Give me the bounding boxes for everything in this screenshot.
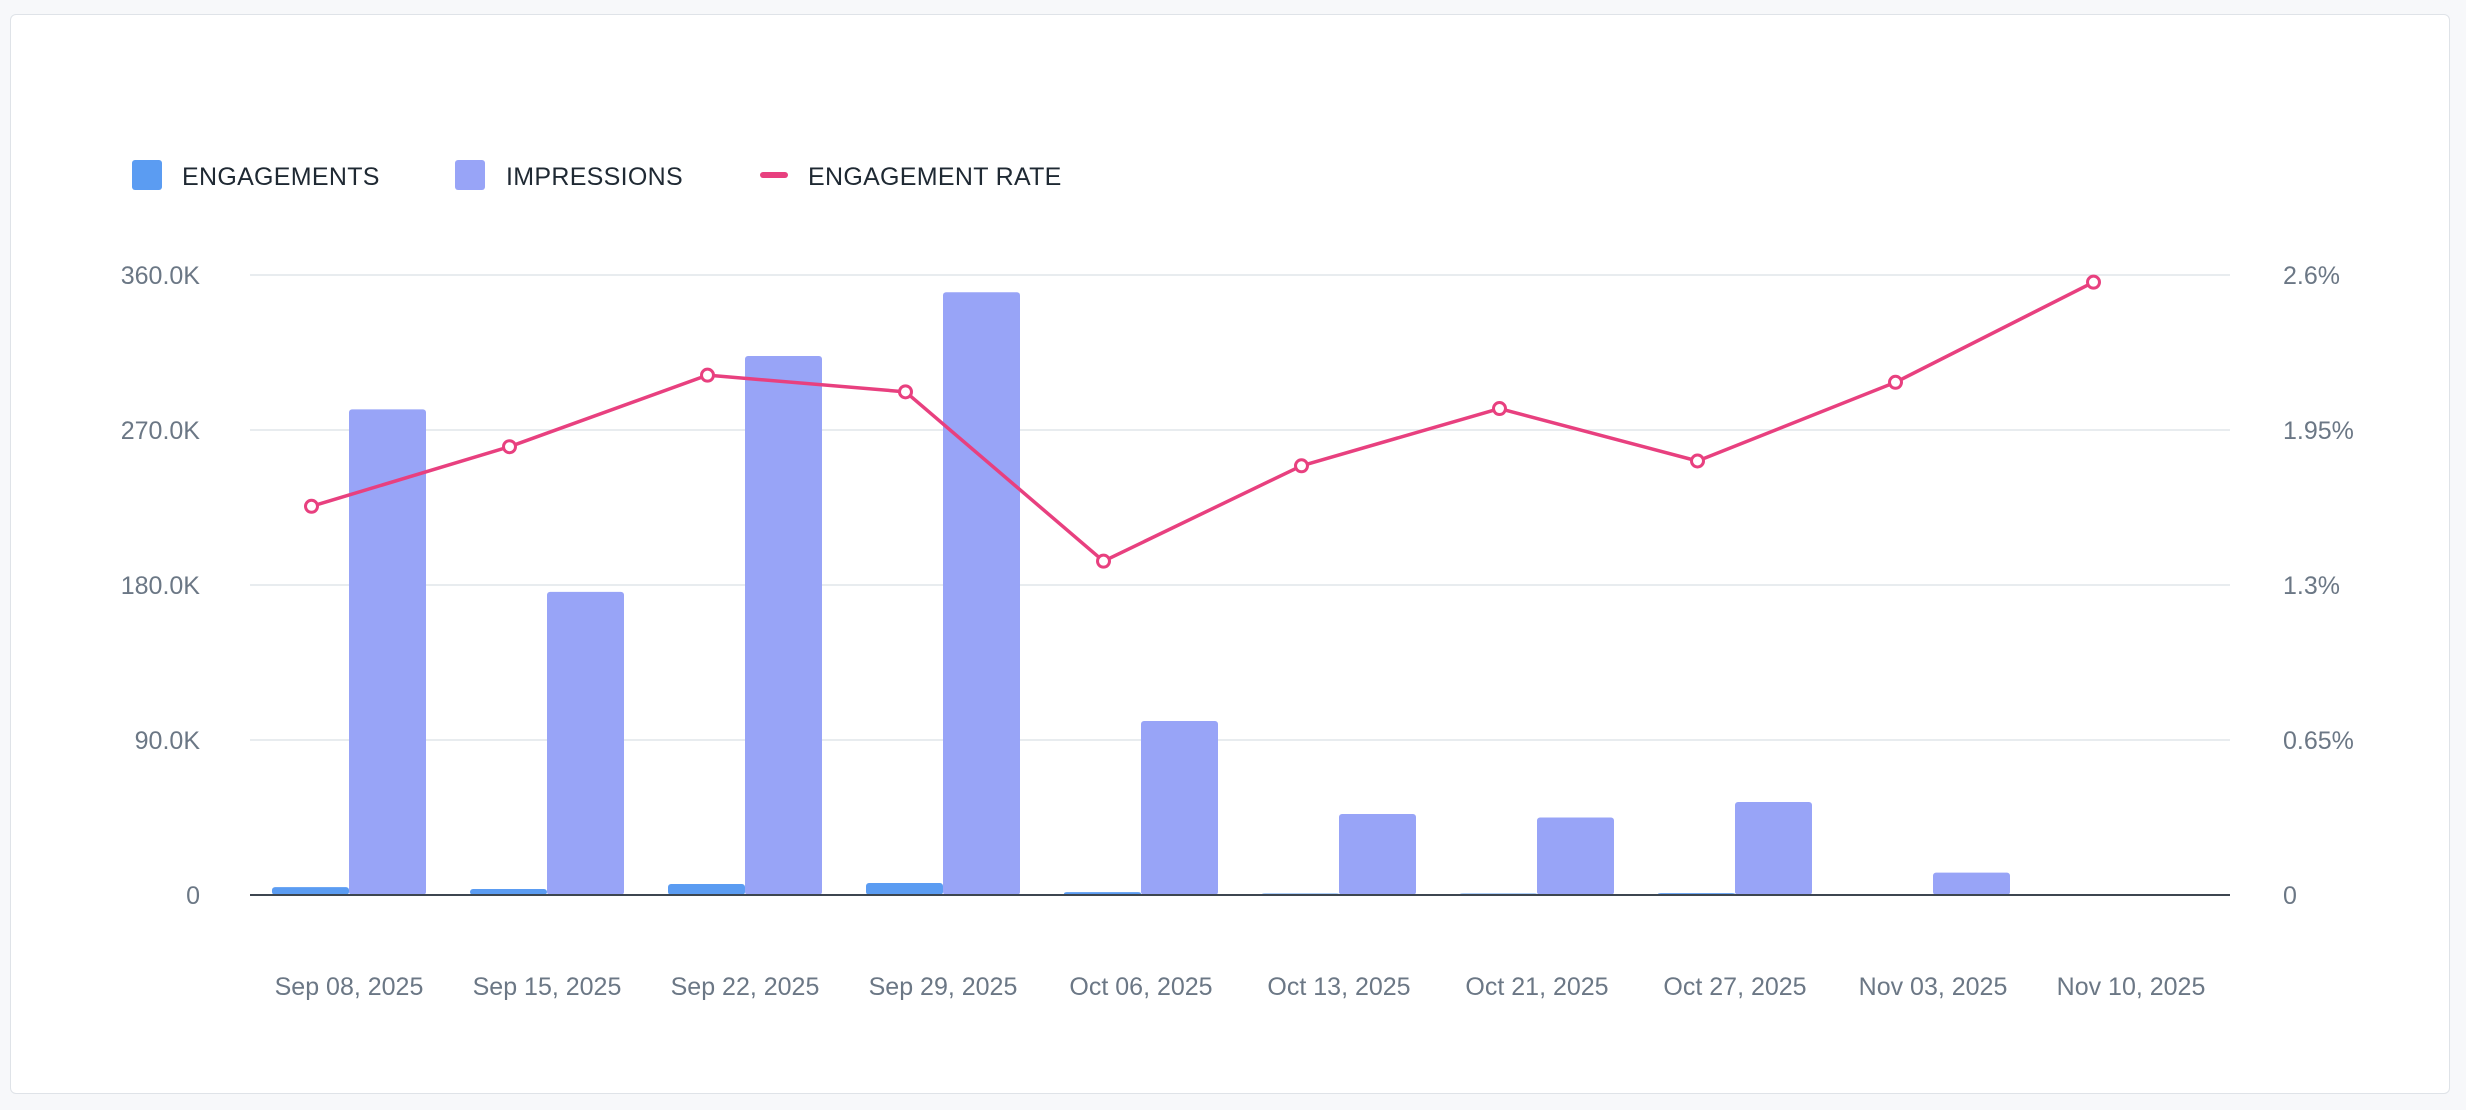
x-axis-tick-label: Sep 22, 2025 (671, 973, 820, 1001)
x-axis-tick-label: Sep 08, 2025 (275, 973, 424, 1001)
engagement-rate-point (1096, 553, 1111, 569)
impressions-bar (745, 355, 822, 895)
engagement-rate-point (1294, 458, 1309, 474)
right-axis-tick-label: 0.65% (2283, 727, 2354, 755)
engagement-rate-point (304, 498, 319, 514)
left-axis-tick-label: 360.0K (121, 262, 201, 290)
legend-label-engagement-rate: ENGAGEMENT RATE (808, 163, 1062, 191)
engagement-rate-point (700, 367, 715, 383)
legend-label-impressions: IMPRESSIONS (506, 163, 683, 191)
impressions-bar (943, 292, 1020, 895)
x-axis-tick-label: Sep 29, 2025 (869, 973, 1018, 1001)
legend-label-engagements: ENGAGEMENTS (182, 163, 380, 191)
right-axis-tick-label: 1.3% (2283, 572, 2340, 600)
impressions-bar (349, 409, 426, 895)
x-axis-tick-label: Sep 15, 2025 (473, 973, 622, 1001)
right-axis-tick-label: 1.95% (2283, 417, 2354, 445)
engagement-rate-point (2086, 274, 2101, 290)
legend-swatch-engagements (132, 160, 162, 190)
engagement-rate-point (1690, 453, 1705, 469)
impressions-bar (1735, 802, 1812, 895)
x-axis-tick-label: Oct 13, 2025 (1267, 973, 1410, 1001)
impressions-bar (1933, 872, 2010, 895)
x-axis-tick-label: Oct 21, 2025 (1465, 973, 1608, 1001)
impressions-bar (547, 591, 624, 895)
impressions-bar (1537, 817, 1614, 895)
impressions-bar (1141, 721, 1218, 895)
engagement-rate-point (502, 439, 517, 455)
x-axis-tick-label: Nov 03, 2025 (1859, 973, 2008, 1001)
engagement-rate-line (310, 280, 2095, 563)
left-axis-tick-label: 180.0K (121, 572, 201, 600)
left-axis-tick-label: 270.0K (121, 417, 201, 445)
right-axis-tick-label: 2.6% (2283, 262, 2340, 290)
legend-swatch-engagement-rate (760, 172, 788, 178)
engagement-rate-point (1492, 401, 1507, 417)
impressions-bar (1339, 814, 1416, 895)
x-axis-tick-label: Oct 27, 2025 (1663, 973, 1806, 1001)
x-axis-tick-label: Oct 06, 2025 (1069, 973, 1212, 1001)
engagements-bar (668, 883, 745, 895)
x-axis-tick-label: Nov 10, 2025 (2057, 973, 2206, 1001)
engagements-bar (470, 888, 547, 895)
engagements-bar (272, 887, 349, 895)
engagement-rate-point (898, 384, 913, 400)
legend-swatch-impressions (455, 160, 485, 190)
engagement-rate-point (1888, 374, 1903, 390)
left-axis-tick-label: 0 (186, 882, 200, 910)
engagements-bar (866, 882, 943, 895)
right-axis-tick-label: 0 (2283, 882, 2297, 910)
left-axis-tick-label: 90.0K (135, 727, 201, 755)
